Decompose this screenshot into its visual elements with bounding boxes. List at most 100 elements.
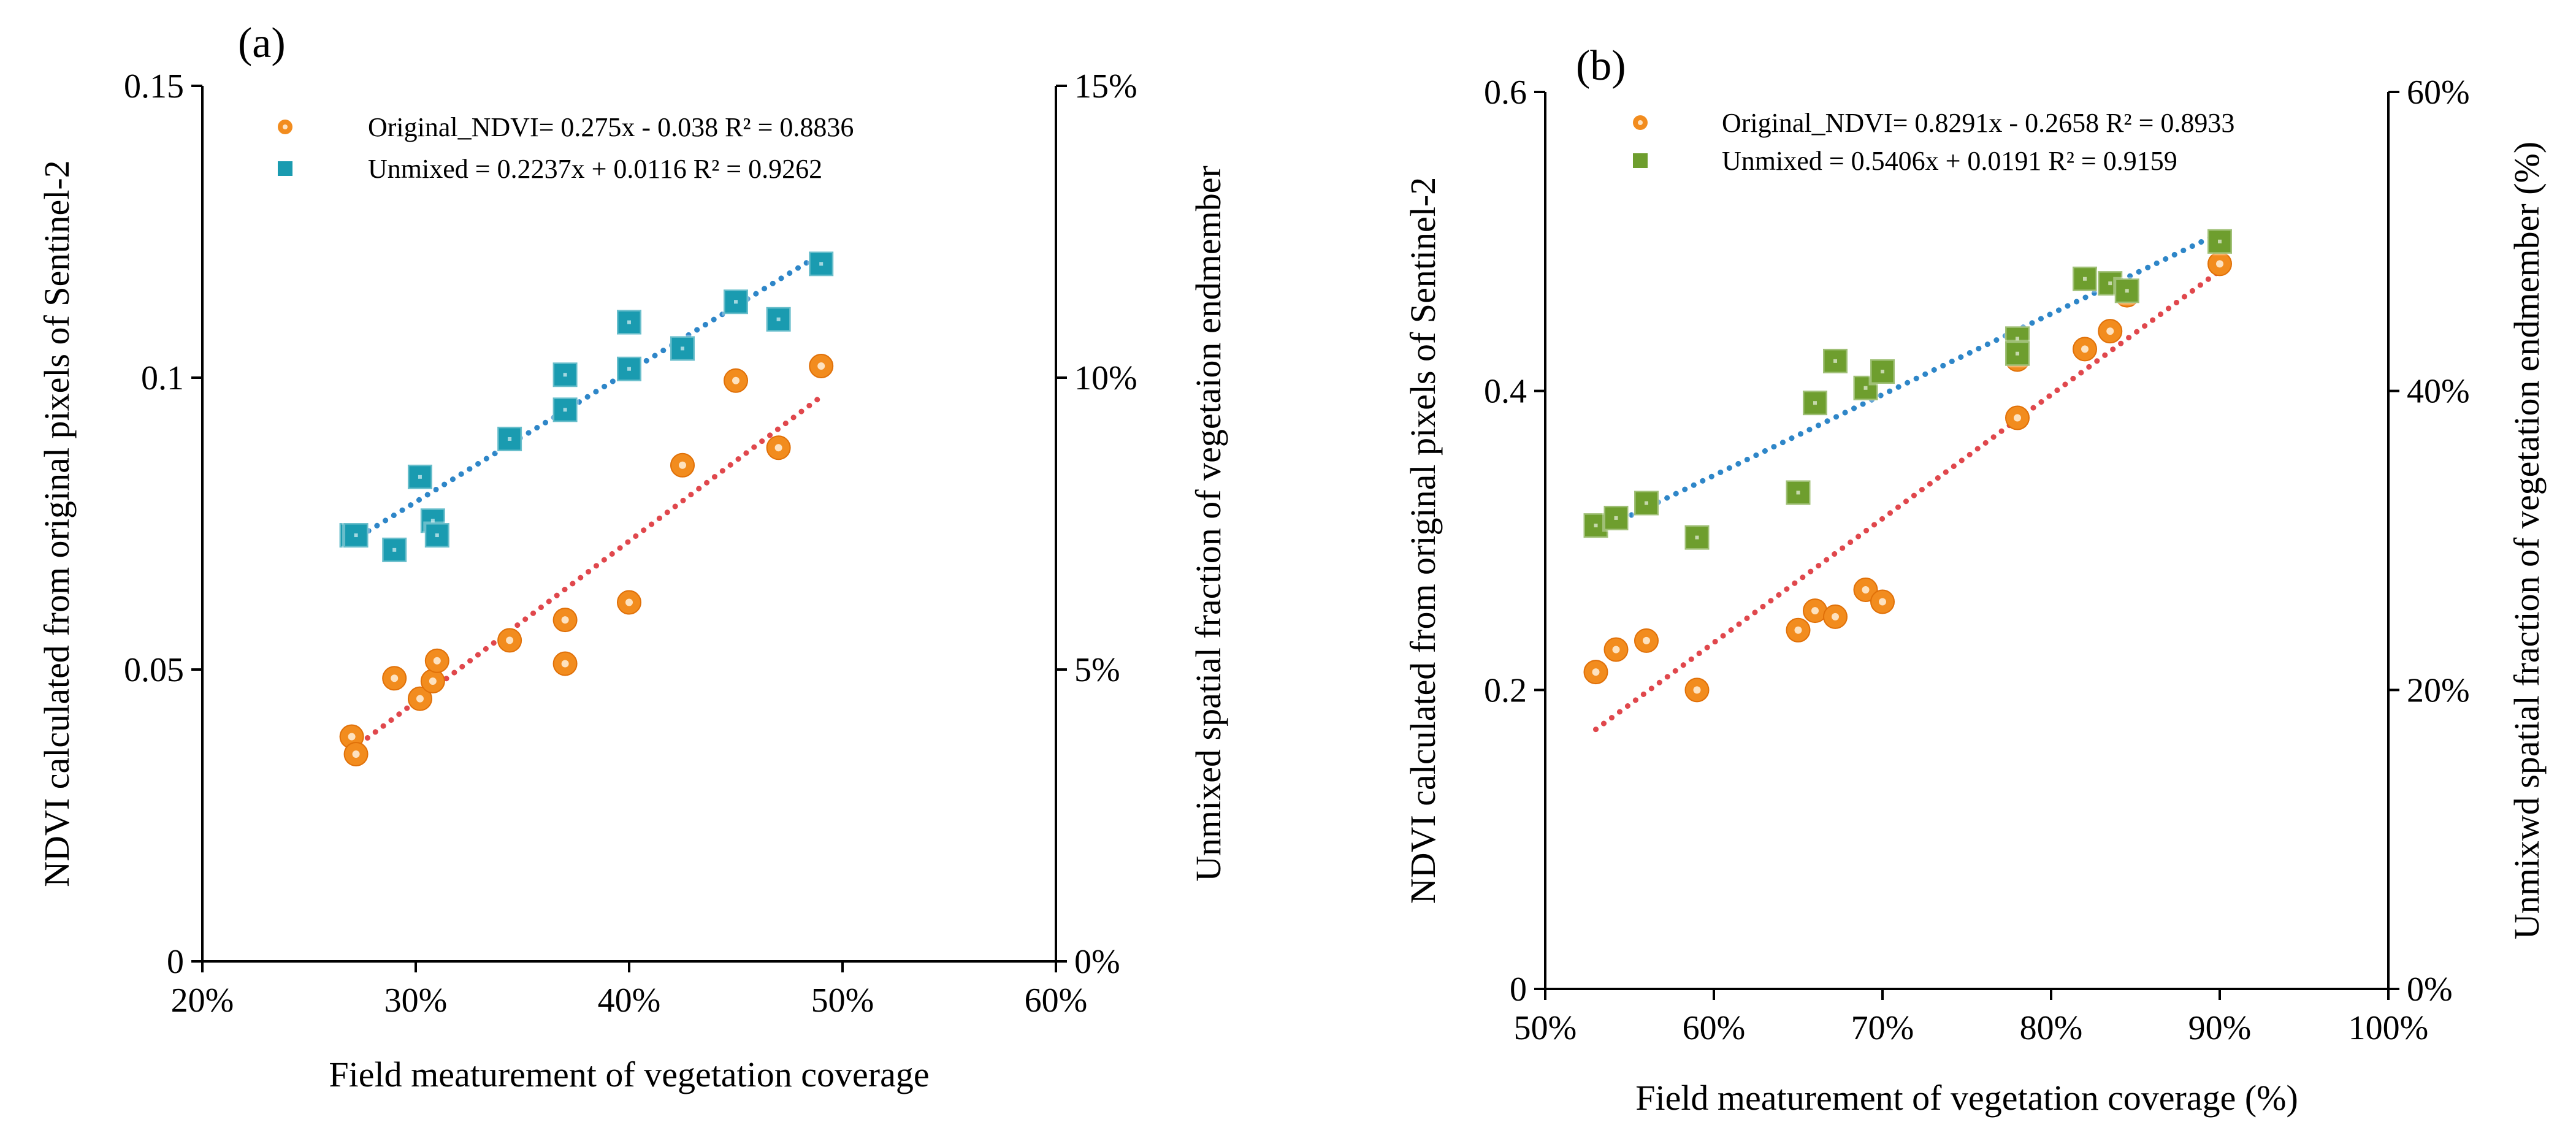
data-point-center xyxy=(1592,668,1600,676)
data-point-center xyxy=(1614,516,1618,520)
data-point-center xyxy=(418,475,422,479)
trend-line xyxy=(1593,268,2223,733)
x-tick-label: 90% xyxy=(2188,1009,2252,1047)
x-tick-label: 70% xyxy=(1851,1009,1914,1047)
data-point-center xyxy=(625,598,633,606)
x-tick-label: 50% xyxy=(811,982,874,1020)
data-point-center xyxy=(563,408,567,412)
series-original-ndvi xyxy=(339,353,834,767)
data-point-center xyxy=(429,677,437,685)
x-axis-label: Field meaturement of vegetation coverage… xyxy=(1635,1078,2298,1118)
y-tick-label: 0.4 xyxy=(1484,373,1527,411)
series-original-ndvi xyxy=(1583,251,2232,733)
data-point-center xyxy=(2108,281,2112,286)
legend-marker xyxy=(278,161,292,176)
data-point-center xyxy=(2016,337,2019,341)
trend-line xyxy=(1593,230,2223,535)
data-point-center xyxy=(2125,289,2129,293)
x-tick-label: 60% xyxy=(1683,1009,1746,1047)
data-point-center xyxy=(734,300,738,304)
data-point-center xyxy=(1796,490,1800,495)
data-point-center xyxy=(1833,359,1837,363)
y-tick-label: 0.6 xyxy=(1484,74,1527,112)
data-point-center xyxy=(627,320,631,324)
data-point-center xyxy=(2106,327,2114,335)
trend-line xyxy=(349,251,824,544)
data-point xyxy=(495,425,524,453)
data-point xyxy=(551,395,579,424)
y2-tick-label: 10% xyxy=(1074,359,1137,397)
data-point-center xyxy=(392,548,397,552)
data-point xyxy=(1821,347,1849,375)
legend-marker-center xyxy=(1638,120,1643,125)
data-point-center xyxy=(627,367,631,371)
data-point-center xyxy=(430,519,435,523)
data-point-center xyxy=(1881,369,1884,373)
data-point-center xyxy=(435,533,439,538)
data-point-center xyxy=(2016,351,2019,356)
data-point-center xyxy=(679,461,686,469)
data-point-center xyxy=(2218,239,2222,243)
data-point-center xyxy=(1693,686,1701,694)
y-tick-label: 0.2 xyxy=(1484,671,1527,709)
data-point-center xyxy=(416,695,424,703)
chart-panel-2: 50% 60% 70% 80% 90% 100% 0 0.2 0.4 0.6 0% 20% 40% 60%… xyxy=(1403,42,2547,1118)
data-point xyxy=(1868,357,1897,386)
data-point-center xyxy=(2081,345,2089,353)
data-point-center xyxy=(561,660,569,668)
legend-label: Unmixed = 0.5406x + 0.0191 R² = 0.9159 xyxy=(1722,146,2177,176)
y-tick-label: 0 xyxy=(1510,971,1527,1009)
data-point-center xyxy=(1832,612,1839,620)
data-point xyxy=(1632,489,1661,517)
y2-axis-label: Unmixed spatial fraction of vegetaion en… xyxy=(1188,166,1228,882)
data-point-center xyxy=(1612,646,1620,654)
x-tick-label: 60% xyxy=(1025,982,1088,1020)
data-point-center xyxy=(433,657,441,665)
legend-label: Unmixed = 0.2237x + 0.0116 R² = 0.9262 xyxy=(368,154,822,184)
data-point-center xyxy=(1879,598,1886,606)
y-tick-label: 0 xyxy=(167,943,184,981)
data-point-center xyxy=(1643,636,1650,644)
data-point-center xyxy=(508,437,512,441)
data-point-center xyxy=(1862,586,1870,593)
data-point-center xyxy=(354,533,358,538)
data-point-center xyxy=(2014,414,2021,422)
y-tick-label: 0.1 xyxy=(141,359,184,397)
legend-label: Original_NDVI= 0.275x - 0.038 R² = 0.883… xyxy=(368,112,854,142)
x-tick-label: 50% xyxy=(1514,1009,1577,1047)
data-point-center xyxy=(561,616,569,624)
data-point-center xyxy=(817,362,825,370)
legend-label: Original_NDVI= 0.8291x - 0.2658 R² = 0.8… xyxy=(1722,108,2234,138)
data-point-center xyxy=(1813,401,1817,405)
x-tick-label: 20% xyxy=(171,982,234,1020)
x-axis-label: Field meaturement of vegetation coverage xyxy=(329,1055,929,1094)
series-unmixed xyxy=(338,250,835,564)
legend-marker xyxy=(1633,153,1648,168)
y2-tick-label: 60% xyxy=(2407,74,2470,112)
y2-tick-label: 15% xyxy=(1074,67,1137,105)
chart-panel-1: 20% 30% 40% 50% 60% 0 0.05 0.1 0.15 0% 5% 10% 15% (a)… xyxy=(37,20,1228,1094)
legend-marker-center xyxy=(283,124,288,129)
data-point-center xyxy=(2083,277,2087,281)
y2-tick-label: 5% xyxy=(1074,651,1120,689)
y2-tick-label: 40% xyxy=(2407,373,2470,411)
y-tick-label: 0.15 xyxy=(124,67,184,105)
data-point-center xyxy=(391,674,399,682)
x-tick-label: 40% xyxy=(598,982,661,1020)
y-axis-label: NDVI calculated from original pixels of … xyxy=(37,160,77,887)
data-point-center xyxy=(1645,501,1648,505)
data-point-center xyxy=(348,733,356,741)
y2-axis-label: Unmixwd spatial fraction of vegetation e… xyxy=(2507,142,2547,939)
data-point-center xyxy=(1794,626,1802,634)
data-point-center xyxy=(1594,524,1598,528)
data-point-center xyxy=(563,373,567,377)
data-point-center xyxy=(774,444,782,452)
y-tick-label: 0.05 xyxy=(124,651,184,689)
data-point-center xyxy=(681,346,684,351)
data-point-center xyxy=(506,636,514,644)
panel-label: (a) xyxy=(238,20,286,67)
y-axis-label: NDVI calculated from original pixels of … xyxy=(1403,177,1443,904)
panel-label: (b) xyxy=(1576,42,1626,90)
data-point-center xyxy=(1863,386,1868,390)
